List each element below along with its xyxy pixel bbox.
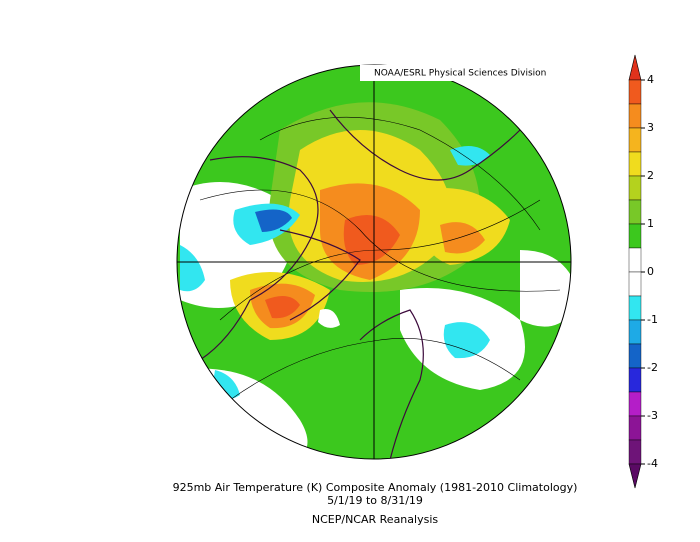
colorbar-label: 2	[647, 169, 654, 182]
colorbar-label: 0	[647, 265, 654, 278]
colorbar-label: -3	[647, 409, 658, 422]
colorbar-band	[628, 79, 642, 105]
colorbar-band	[628, 151, 642, 177]
colorbar-band	[628, 199, 642, 225]
colorbar-label: -2	[647, 361, 658, 374]
colorbar-band	[628, 439, 642, 465]
colorbar-band	[628, 367, 642, 393]
colorbar: 4 3 2 1 0 -1 -2 -3 -4	[628, 54, 658, 489]
colorbar-label: -4	[647, 457, 658, 470]
colorbar-band	[628, 103, 642, 129]
colorbar-band	[628, 175, 642, 201]
colorbar-arrow	[628, 463, 642, 489]
caption-title: 925mb Air Temperature (K) Composite Anom…	[173, 481, 578, 494]
credit: NOAA/ESRL Physical Sciences Division	[374, 69, 546, 79]
credit-box	[360, 65, 575, 81]
colorbar-band	[628, 127, 642, 153]
colorbar-label: -1	[647, 313, 658, 326]
colorbar-band	[628, 343, 642, 369]
caption-dates: 5/1/19 to 8/31/19	[327, 494, 423, 507]
colorbar-arrow	[628, 54, 642, 81]
colorbar-label: 1	[647, 217, 654, 230]
colorbar-band	[628, 223, 642, 249]
colorbar-band	[628, 391, 642, 417]
colorbar-label: 3	[647, 121, 654, 134]
colorbar-band	[628, 247, 642, 273]
map	[177, 65, 571, 459]
colorbar-band	[628, 415, 642, 441]
colorbar-band	[628, 319, 642, 345]
colorbar-label: 4	[647, 73, 654, 86]
colorbar-band	[628, 271, 642, 297]
colorbar-band	[628, 295, 642, 321]
caption-source: NCEP/NCAR Reanalysis	[312, 513, 438, 526]
